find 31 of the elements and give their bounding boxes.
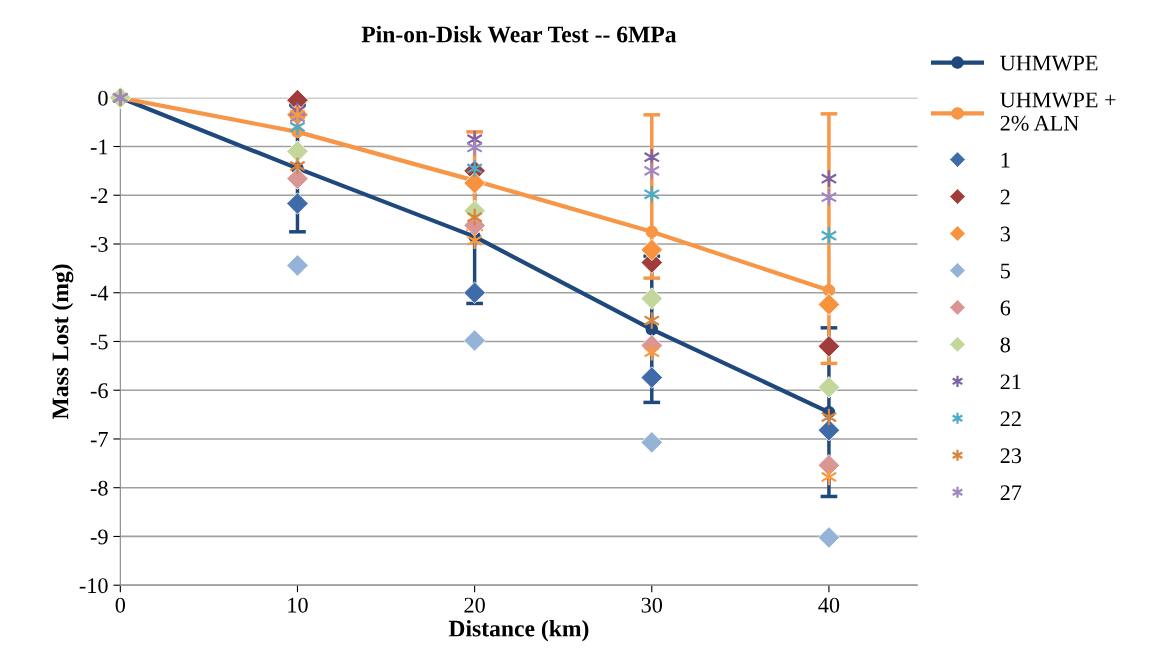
x-tick-label: 0 xyxy=(115,597,126,613)
legend-label: 27 xyxy=(1000,485,1022,500)
legend-label: 21 xyxy=(1000,374,1021,390)
legend-label: 2 xyxy=(1000,189,1010,205)
y-axis-title: Mass Lost (mg) xyxy=(51,264,74,420)
y-tick-label: -6 xyxy=(90,383,108,399)
y-tick-label: -7 xyxy=(90,432,108,447)
legend-label: UHMWPE + 2% ALN xyxy=(1000,92,1116,131)
y-tick-label: -3 xyxy=(90,236,108,252)
y-tick-label: -8 xyxy=(90,480,108,496)
legend-label: 8 xyxy=(1000,337,1010,353)
legend-label: 5 xyxy=(1001,263,1010,279)
x-tick-label: 30 xyxy=(641,597,663,613)
legend-label: 1 xyxy=(1001,152,1010,168)
legend-label: UHMWPE xyxy=(1000,55,1098,71)
y-tick-label: -9 xyxy=(90,529,108,545)
x-tick-label: 20 xyxy=(464,597,485,613)
legend-label: 6 xyxy=(1000,300,1011,316)
y-tick-label: -1 xyxy=(90,139,108,155)
x-tick-label: 10 xyxy=(288,597,308,613)
x-axis-title: Distance (km) xyxy=(448,619,589,642)
legend-label: 23 xyxy=(1000,448,1022,464)
x-tick-label: 40 xyxy=(818,597,840,613)
legend-label: 3 xyxy=(1000,226,1010,242)
chart-title: Pin-on-Disk Wear Test -- 6MPa xyxy=(361,25,677,43)
y-tick-label: -4 xyxy=(90,285,109,301)
legend-label: 22 xyxy=(1000,411,1021,427)
y-tick-label: -10 xyxy=(79,578,108,594)
y-tick-label: -2 xyxy=(90,188,108,203)
y-tick-label: -5 xyxy=(90,334,108,350)
y-tick-label: 0 xyxy=(98,90,108,106)
